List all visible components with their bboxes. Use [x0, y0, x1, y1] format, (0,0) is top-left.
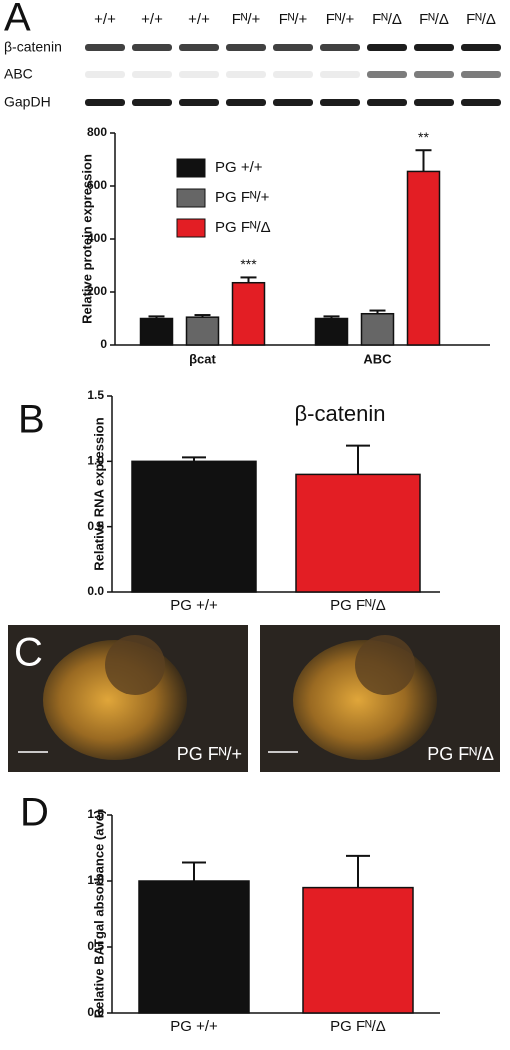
significance: *** — [240, 256, 257, 272]
lane-label: Fᴺ/Δ — [372, 11, 402, 28]
blot-band — [367, 44, 407, 51]
bar — [314, 317, 349, 346]
y-tick-label: 400 — [87, 231, 107, 245]
legend-label: PG Fᴺ/Δ — [215, 219, 271, 236]
image-label: PG Fᴺ/+ — [177, 744, 242, 764]
chart-title: β-catenin — [295, 401, 386, 426]
panel-label: B — [18, 398, 45, 442]
lane-label: +/+ — [141, 11, 163, 28]
blot-band — [367, 99, 407, 106]
y-tick-label: 0 — [100, 337, 107, 351]
blot-band — [461, 71, 501, 78]
blot-band — [85, 99, 125, 106]
bar — [295, 473, 421, 593]
blot-band — [226, 99, 266, 106]
lane-label: +/+ — [188, 11, 210, 28]
blot-band — [461, 44, 501, 51]
blot-band — [132, 44, 172, 51]
blot-band — [320, 44, 360, 51]
panel-label: D — [20, 791, 49, 835]
y-axis-label: Relative protein expression — [79, 154, 94, 324]
significance: ** — [418, 129, 429, 145]
bar — [185, 316, 220, 346]
lane-label: Fᴺ/+ — [279, 11, 308, 28]
x-tick-label: PG +/+ — [170, 597, 218, 614]
bar — [139, 317, 174, 346]
x-tick-label: ABC — [363, 351, 392, 366]
legend-swatch — [176, 188, 206, 208]
blot-band — [414, 99, 454, 106]
blot-band — [226, 44, 266, 51]
legend-label: PG Fᴺ/+ — [215, 189, 270, 206]
lane-label: +/+ — [94, 11, 116, 28]
lane-label: Fᴺ/Δ — [466, 11, 496, 28]
bar — [138, 880, 250, 1014]
y-axis-label: Relative BATgal absorbance (ave) — [91, 810, 106, 1019]
blot-band — [179, 44, 219, 51]
blot-band — [179, 99, 219, 106]
y-axis-label: Relative RNA expression — [91, 417, 106, 570]
bar — [131, 460, 257, 593]
y-tick-label: 0.0 — [87, 584, 104, 598]
legend-swatch — [176, 158, 206, 178]
lane-label: Fᴺ/Δ — [419, 11, 449, 28]
blot-band — [273, 71, 313, 78]
blot-band — [414, 44, 454, 51]
blot-row-label: ABC — [4, 66, 33, 82]
blot-band — [273, 99, 313, 106]
bar — [406, 170, 441, 346]
y-tick-label: 1.5 — [87, 388, 104, 402]
y-tick-label: 0.0 — [87, 1005, 104, 1019]
panel-label: C — [14, 631, 43, 675]
bar — [231, 281, 266, 346]
y-tick-label: 1.5 — [87, 807, 104, 821]
lane-label: Fᴺ/+ — [326, 11, 355, 28]
blot-band — [461, 99, 501, 106]
blot-band — [273, 44, 313, 51]
y-tick-label: 200 — [87, 284, 107, 298]
blot-band — [367, 71, 407, 78]
x-tick-label: βcat — [189, 351, 216, 366]
blot-band — [85, 44, 125, 51]
y-tick-label: 0.5 — [87, 939, 104, 953]
lane-label: Fᴺ/+ — [232, 11, 261, 28]
bar — [360, 312, 395, 346]
image-label: PG Fᴺ/Δ — [427, 744, 494, 764]
legend-label: PG +/+ — [215, 159, 263, 176]
y-tick-label: 1.0 — [87, 873, 104, 887]
y-tick-label: 0.5 — [87, 519, 104, 533]
blot-band — [320, 71, 360, 78]
y-tick-label: 600 — [87, 178, 107, 192]
x-tick-label: PG Fᴺ/Δ — [330, 1018, 386, 1035]
panel-label: A — [4, 0, 31, 40]
legend-swatch — [176, 218, 206, 238]
blot-band — [320, 99, 360, 106]
x-tick-label: PG +/+ — [170, 1018, 218, 1035]
blot-row-label: GapDH — [4, 94, 51, 110]
blot-band — [226, 71, 266, 78]
blot-band — [414, 71, 454, 78]
blot-band — [132, 71, 172, 78]
x-tick-label: PG Fᴺ/Δ — [330, 597, 386, 614]
blot-row-label: β-catenin — [4, 39, 62, 55]
blot-band — [179, 71, 219, 78]
blot-band — [132, 99, 172, 106]
y-tick-label: 1.0 — [87, 454, 104, 468]
bar — [302, 886, 414, 1014]
y-tick-label: 800 — [87, 125, 107, 139]
image-panel — [8, 625, 500, 772]
blot-band — [85, 71, 125, 78]
